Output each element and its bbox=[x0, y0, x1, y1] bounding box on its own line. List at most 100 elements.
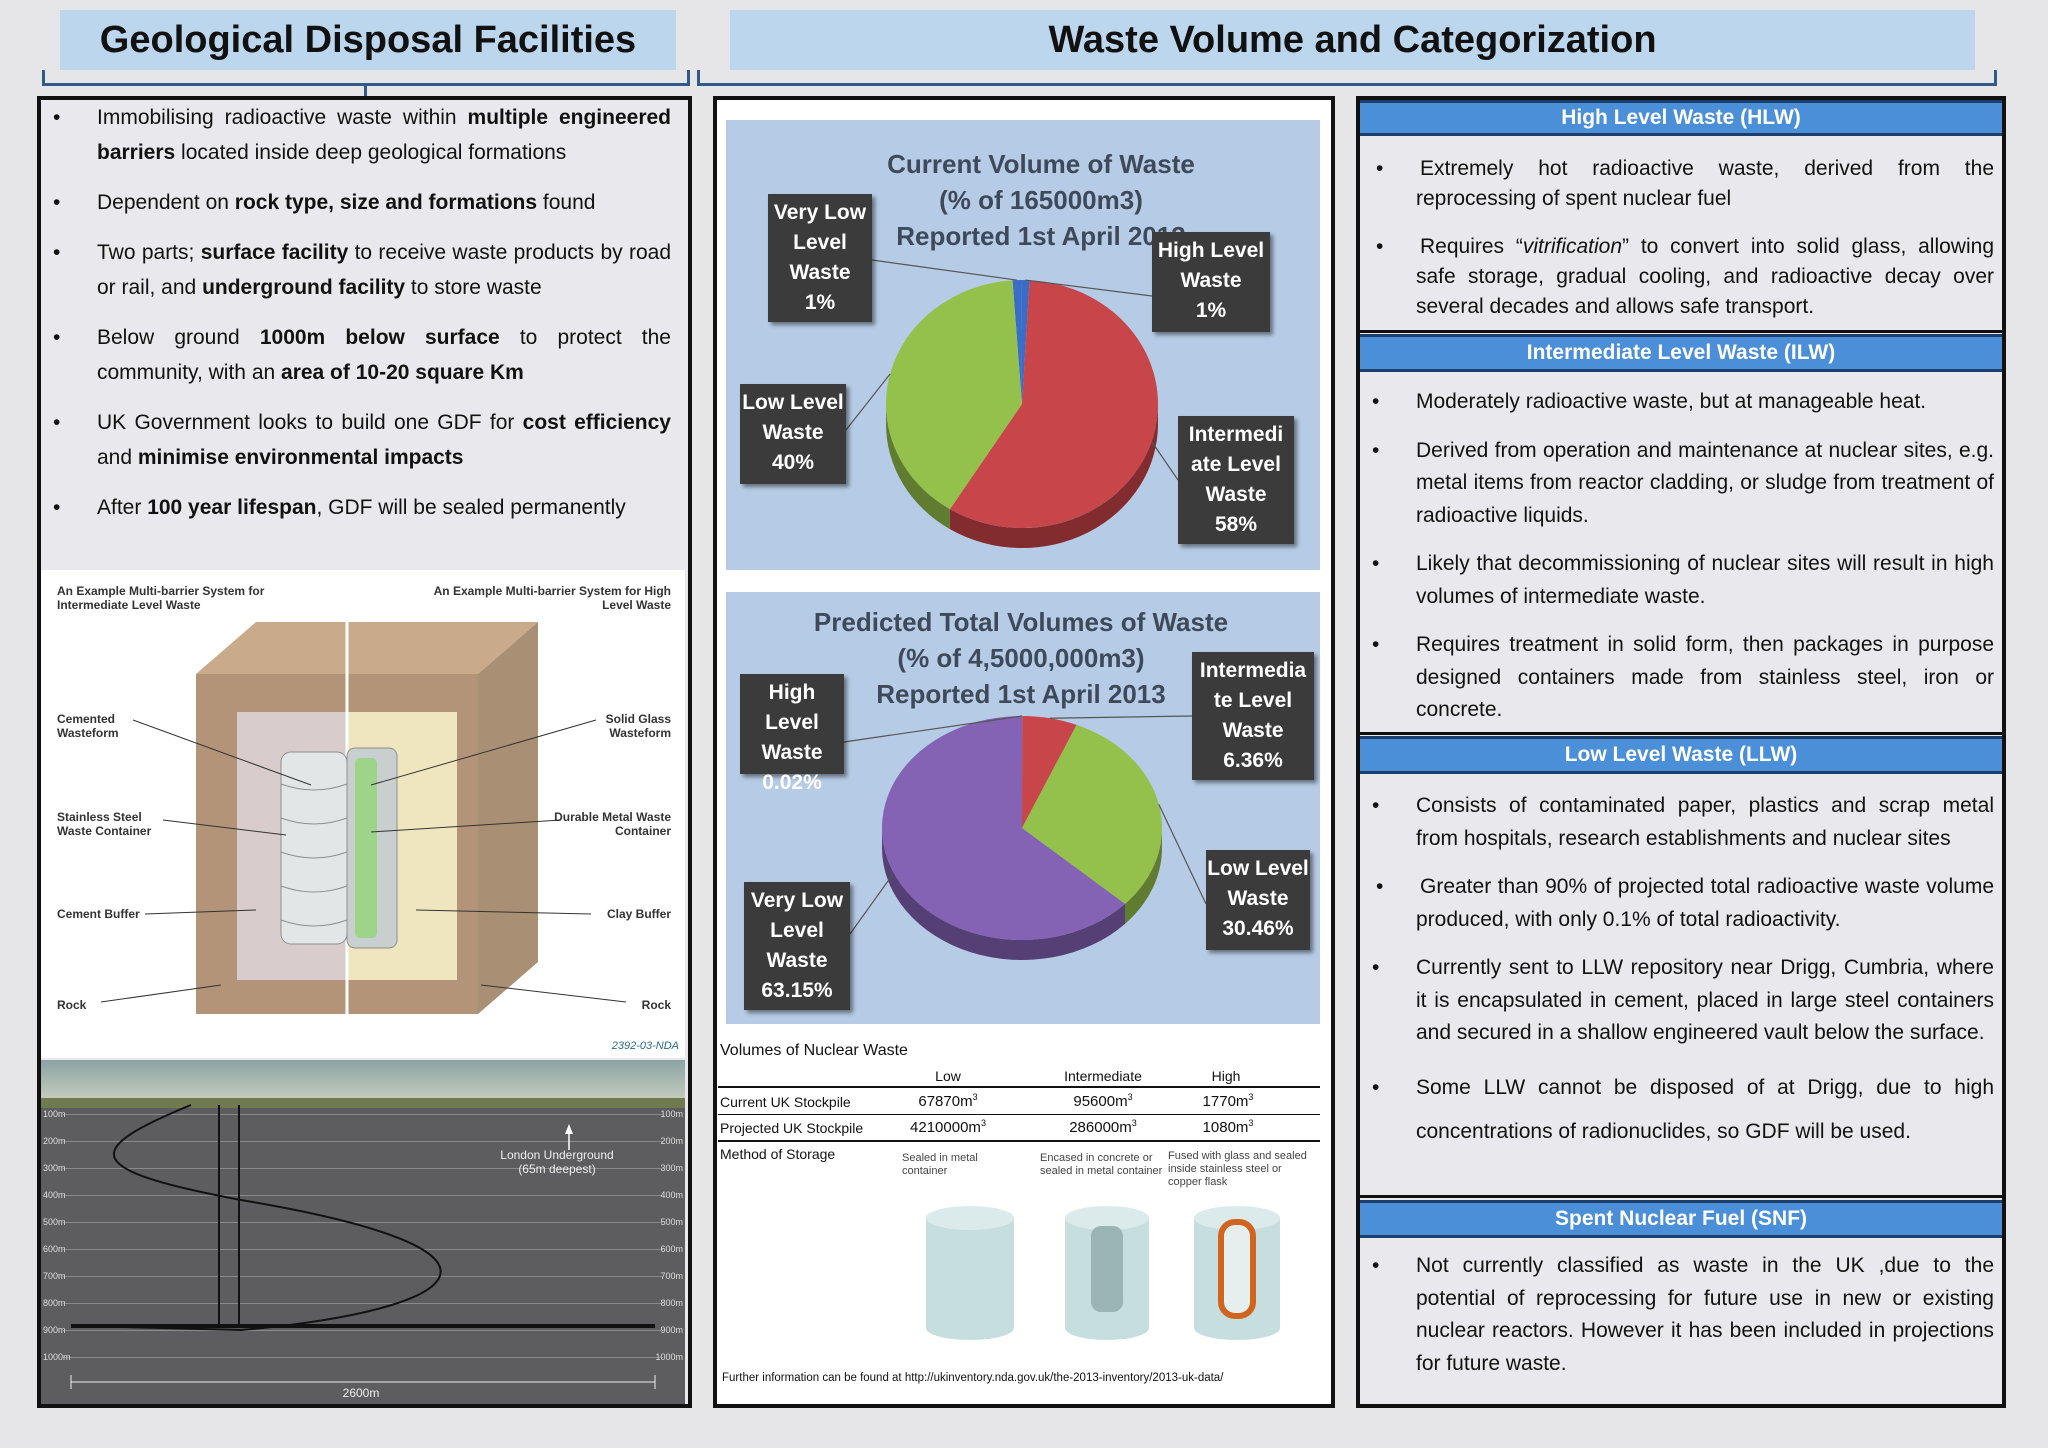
storage-intermediate: Encased in concrete or sealed in metal c… bbox=[1040, 1152, 1163, 1177]
chart1-label-ilw: Intermedi ate Level Waste 58% bbox=[1178, 416, 1294, 544]
volumes-rule-3 bbox=[718, 1140, 1320, 1142]
hlw-bullet-1: Extremely hot radioactive waste, derived… bbox=[1360, 154, 1994, 214]
gdf-b6-pre: After bbox=[97, 496, 148, 519]
depth-tick-left: 200m bbox=[43, 1136, 66, 1146]
pie-leader-line bbox=[871, 259, 1017, 281]
c1-vllw-l3: Waste bbox=[789, 261, 851, 284]
chart-predicted-volume: Predicted Total Volumes of Waste (% of 4… bbox=[726, 592, 1320, 1024]
depth-tick-right: 700m bbox=[660, 1271, 683, 1281]
depth-tick-left: 100m bbox=[43, 1109, 66, 1119]
llw-b4-text: Some LLW cannot be disposed of at Drigg,… bbox=[1416, 1075, 1994, 1143]
row-current-int: 95600m3 bbox=[1043, 1092, 1163, 1110]
llw-b3-text: Currently sent to LLW repository near Dr… bbox=[1416, 956, 1994, 1044]
chart2-title-line3: Reported 1st April 2013 bbox=[876, 679, 1166, 709]
ilw-b4-text: Requires treatment in solid form, then p… bbox=[1416, 633, 1994, 721]
chart2-title-line2: (% of 4,5000,000m3) bbox=[897, 643, 1145, 673]
ilw-bullet-3: Likely that decommissioning of nuclear s… bbox=[1360, 548, 1994, 613]
hlw-bullet-2: Requires “vitrification” to convert into… bbox=[1360, 232, 1994, 322]
label-cement-buffer: Cement Buffer bbox=[57, 907, 140, 921]
label-rock-left: Rock bbox=[57, 998, 87, 1012]
left-title-bracket bbox=[42, 70, 690, 86]
ilw-header-text: Intermediate Level Waste (ILW) bbox=[1526, 341, 1836, 364]
c1-llw-l1: Low Level bbox=[742, 391, 844, 414]
hlw-header-text: High Level Waste (HLW) bbox=[1561, 106, 1801, 129]
barrier-leader-lines bbox=[100, 719, 627, 1003]
pie-slice bbox=[886, 280, 1022, 510]
unit-sup: 3 bbox=[980, 1118, 986, 1128]
storage-high: Fused with glass and sealed inside stain… bbox=[1168, 1150, 1307, 1188]
storage-containers bbox=[926, 1206, 1280, 1340]
snf-b1-text: Not currently classified as waste in the… bbox=[1416, 1254, 1994, 1375]
c2-llw-l2: Waste bbox=[1227, 887, 1289, 910]
gdf-bullets: Immobilising radioactive waste within mu… bbox=[41, 100, 671, 525]
depth-sky bbox=[41, 1060, 685, 1100]
gdf-b6-post: , GDF will be sealed permanently bbox=[316, 496, 626, 519]
c1-llw-l3: 40% bbox=[771, 451, 815, 474]
depth-tick-right: 600m bbox=[660, 1244, 683, 1254]
container-high bbox=[1194, 1206, 1280, 1340]
gdf-bullet-6: After 100 year lifespan, GDF will be sea… bbox=[41, 490, 671, 525]
left-title: Geological Disposal Facilities bbox=[60, 10, 676, 70]
snf-bullet-1: Not currently classified as waste in the… bbox=[1360, 1250, 1994, 1380]
unit-sup: 3 bbox=[972, 1092, 978, 1102]
gdf-b1-post: located inside deep geological formation… bbox=[175, 141, 567, 164]
row-current-low: 67870m3 bbox=[888, 1092, 1008, 1110]
row-projected-label: Projected UK Stockpile bbox=[720, 1120, 864, 1136]
c1-hlw-l3: 1% bbox=[1195, 299, 1227, 322]
pie-slice bbox=[1012, 280, 1022, 404]
gdf-b3-mid: to receive waste products by road or rai… bbox=[97, 241, 671, 299]
c2-vllw-l1: Very Low bbox=[750, 889, 844, 912]
row-current-high-val: 1770m bbox=[1202, 1093, 1249, 1110]
depth-tunnels bbox=[70, 1104, 656, 1389]
depth-tick-left: 900m bbox=[43, 1325, 66, 1335]
llw-bullet-4: Some LLW cannot be disposed of at Drigg,… bbox=[1360, 1066, 1994, 1154]
gdf-b3-bold2: underground facility bbox=[202, 276, 406, 299]
depth-tick-left: 700m bbox=[43, 1271, 66, 1281]
depth-tick-left: 400m bbox=[43, 1190, 66, 1200]
c1-ilw-l2: ate Level bbox=[1191, 453, 1281, 476]
hlw-header: High Level Waste (HLW) bbox=[1360, 100, 2002, 136]
gdf-bullet-2: Dependent on rock type, size and formati… bbox=[41, 185, 671, 220]
depth-gridline bbox=[63, 1141, 663, 1142]
volumes-rule-2 bbox=[718, 1114, 1320, 1115]
depth-gridline bbox=[63, 1114, 663, 1115]
pie-leader-line bbox=[1158, 804, 1207, 905]
rock-block-top bbox=[196, 622, 538, 674]
depth-tick-right: 400m bbox=[660, 1190, 683, 1200]
chart1-label-hlw: High Level Waste 1% bbox=[1152, 232, 1270, 332]
hlw-body: Extremely hot radioactive waste, derived… bbox=[1360, 154, 1994, 322]
llw-divider bbox=[1360, 1195, 2002, 1198]
pie-leader-line bbox=[1049, 715, 1193, 719]
label-stainless-container: Stainless Steel Waste Container bbox=[57, 810, 152, 838]
chart1-title-line3: Reported 1st April 2013 bbox=[896, 221, 1186, 251]
volumes-row-projected: Projected UK Stockpile 4210000m3 286000m… bbox=[718, 1116, 1320, 1140]
c1-vllw-l4: 1% bbox=[804, 291, 836, 314]
chart1-label-vllw: Very Low Level Waste 1% bbox=[768, 194, 872, 322]
snf-header-text: Spent Nuclear Fuel (SNF) bbox=[1554, 1207, 1808, 1230]
pie-slice-side bbox=[949, 404, 1158, 548]
llw-b1-text: Consists of contaminated paper, plastics… bbox=[1416, 794, 1994, 850]
gdf-b3-bold1: surface facility bbox=[200, 241, 349, 264]
chart2-title: Predicted Total Volumes of Waste (% of 4… bbox=[786, 604, 1256, 712]
pie-slice bbox=[1022, 716, 1077, 828]
gdf-bullet-1: Immobilising radioactive waste within mu… bbox=[41, 100, 671, 170]
llw-header-text: Low Level Waste (LLW) bbox=[1564, 743, 1798, 766]
hlw-b2-italic: vitrification bbox=[1522, 235, 1623, 258]
depth-gridline bbox=[63, 1168, 663, 1169]
chart2-label-hlw: High Level Waste 0.02% bbox=[740, 674, 844, 794]
depth-tick-right: 300m bbox=[660, 1163, 683, 1173]
c2-llw-l1: Low Level bbox=[1207, 857, 1309, 880]
container-low bbox=[926, 1206, 1014, 1340]
storage-label: Method of Storage bbox=[720, 1146, 836, 1162]
ilw-container bbox=[280, 751, 348, 945]
ilw-bullet-1: Moderately radioactive waste, but at man… bbox=[1360, 386, 1994, 419]
pie-slice-side bbox=[886, 404, 950, 530]
chart2-title-line1: Predicted Total Volumes of Waste bbox=[813, 607, 1229, 637]
volumes-rule-1 bbox=[718, 1086, 1320, 1088]
gdf-b4-mid: to protect the community, with an bbox=[97, 326, 671, 384]
c2-hlw-l1: High Level bbox=[765, 681, 819, 734]
c1-hlw-l2: Waste bbox=[1180, 269, 1242, 292]
pie-slice bbox=[1021, 280, 1030, 404]
chart1-title: Current Volume of Waste (% of 165000m3) … bbox=[806, 146, 1276, 254]
rock-block-side bbox=[478, 622, 538, 1014]
